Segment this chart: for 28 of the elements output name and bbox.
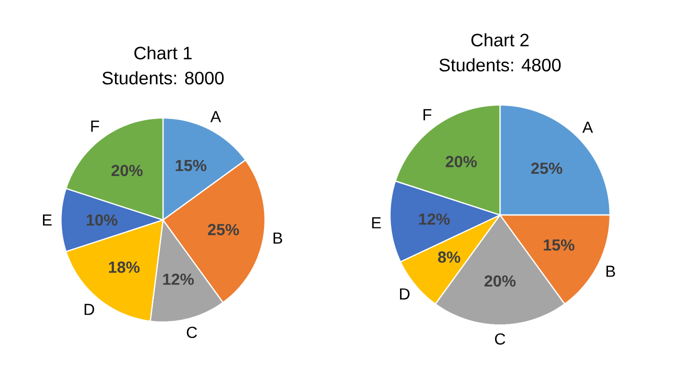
data-label: 18%	[109, 262, 140, 273]
slice-label: F	[424, 109, 432, 120]
chart-title: Chart 1	[134, 46, 192, 60]
slice-label: E	[42, 214, 52, 226]
slice-label: E	[372, 217, 381, 228]
slice-label: A	[210, 111, 222, 122]
data-label: 20%	[446, 156, 477, 168]
data-label: 10%	[86, 214, 118, 226]
slice-label: D	[400, 288, 410, 300]
chart-subtitle: Students: 4800	[439, 58, 561, 72]
data-label: 20%	[484, 275, 516, 287]
slice-label: F	[91, 120, 100, 132]
slice-label: C	[495, 333, 506, 345]
data-label: 15%	[544, 239, 574, 251]
data-label: 25%	[208, 224, 239, 236]
data-label: 12%	[419, 213, 450, 225]
slice-label: B	[274, 232, 282, 244]
data-label: 12%	[163, 274, 194, 285]
data-label: 25%	[531, 162, 562, 174]
data-label: 20%	[112, 164, 143, 176]
chart-subtitle: Students: 8000	[102, 71, 224, 84]
data-label: 8%	[438, 251, 460, 263]
chart-title: Chart 2	[471, 33, 529, 46]
slice-label: A	[582, 122, 593, 133]
slice-label: B	[606, 266, 615, 277]
slice-label: D	[84, 304, 94, 315]
slice-label: C	[186, 326, 197, 338]
data-label: 15%	[176, 160, 206, 172]
